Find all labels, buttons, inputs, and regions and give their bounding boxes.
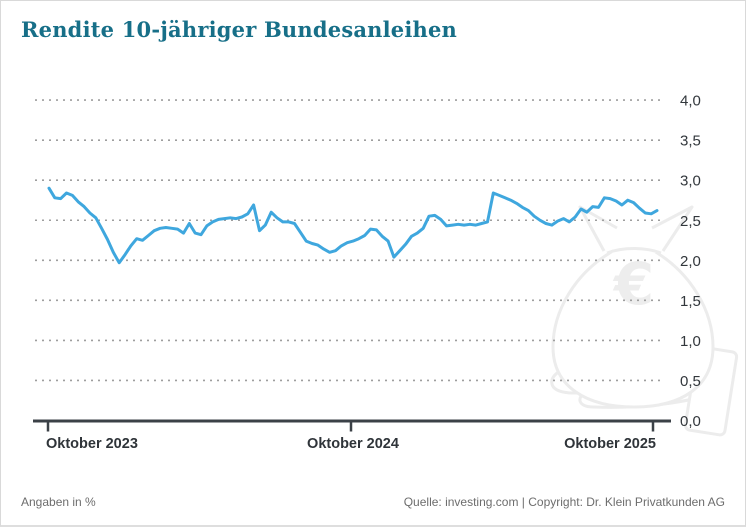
y-tick-label: 0,5 <box>680 373 701 390</box>
x-tick-label: Oktober 2023 <box>46 436 138 452</box>
y-tick-label: 2,0 <box>680 253 701 270</box>
x-tick-label: Oktober 2025 <box>564 436 656 452</box>
y-tick-label: 1,0 <box>680 333 701 350</box>
money-bag-watermark: € <box>550 205 739 437</box>
source-copyright: Quelle: investing.com | Copyright: Dr. K… <box>403 495 725 509</box>
y-tick-label: 2,5 <box>680 213 701 230</box>
y-tick-label: 1,5 <box>680 293 701 310</box>
y-tick-label: 0,0 <box>680 413 701 430</box>
y-tick-label: 3,0 <box>680 173 701 190</box>
y-tick-label: 4,0 <box>680 93 701 110</box>
money-bag-body <box>551 249 715 409</box>
y-tick-label: 3,5 <box>680 133 701 150</box>
x-tick-label: Oktober 2024 <box>307 436 399 452</box>
chart-title: Rendite 10-jähriger Bundesanleihen <box>21 17 458 42</box>
euro-symbol: € <box>612 250 654 318</box>
money-bag-knot <box>578 205 694 255</box>
unit-note: Angaben in % <box>21 495 96 509</box>
yield-line <box>47 186 659 265</box>
